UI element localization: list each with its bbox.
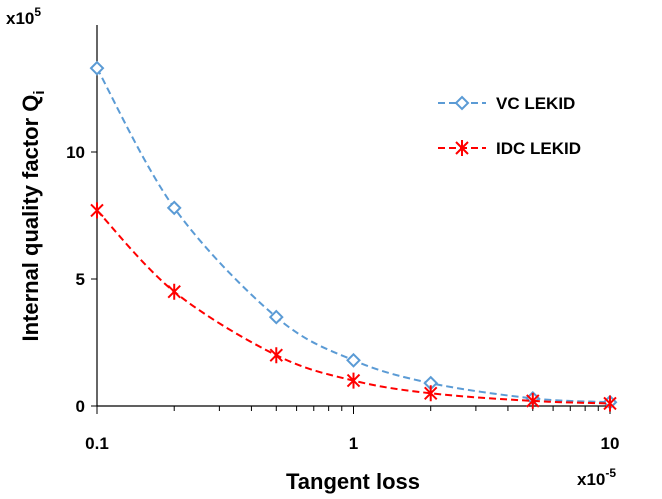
y-multiplier-exponent: 5 [34,5,41,19]
y-axis-label-subscript: i [31,90,48,94]
y-tick-label: 5 [76,270,85,289]
data-point [89,60,105,76]
x-axis-label: Tangent loss [286,469,420,494]
data-point [424,385,438,402]
x-multiplier: x10-5 [577,466,616,489]
y-axis-label: Internal quality factor Qi [18,90,48,341]
data-point [268,309,284,325]
y-multiplier-base: x10 [6,9,34,28]
legend-marker [454,95,470,111]
x-multiplier-base: x10 [577,470,605,489]
data-point [166,200,182,216]
data-point [269,347,283,364]
x-tick-label: 0.1 [85,434,109,453]
data-point [346,352,361,368]
x-multiplier-exponent: -5 [605,466,616,480]
data-point [603,395,617,412]
data-point [526,392,540,409]
y-multiplier: x105 [6,5,41,28]
data-point [167,283,181,300]
x-tick-label: 1 [349,434,358,453]
x-tick-label: 10 [601,434,620,453]
legend-label: VC LEKID [496,94,575,113]
y-tick-label: 10 [66,143,85,162]
legend-label: IDC LEKID [496,139,581,158]
legend-marker [455,140,469,156]
y-axis-label-text: Internal quality factor Q [18,95,43,342]
data-point [346,372,361,389]
data-point [90,202,104,219]
series-line [96,67,611,404]
y-tick-label: 0 [76,397,85,416]
